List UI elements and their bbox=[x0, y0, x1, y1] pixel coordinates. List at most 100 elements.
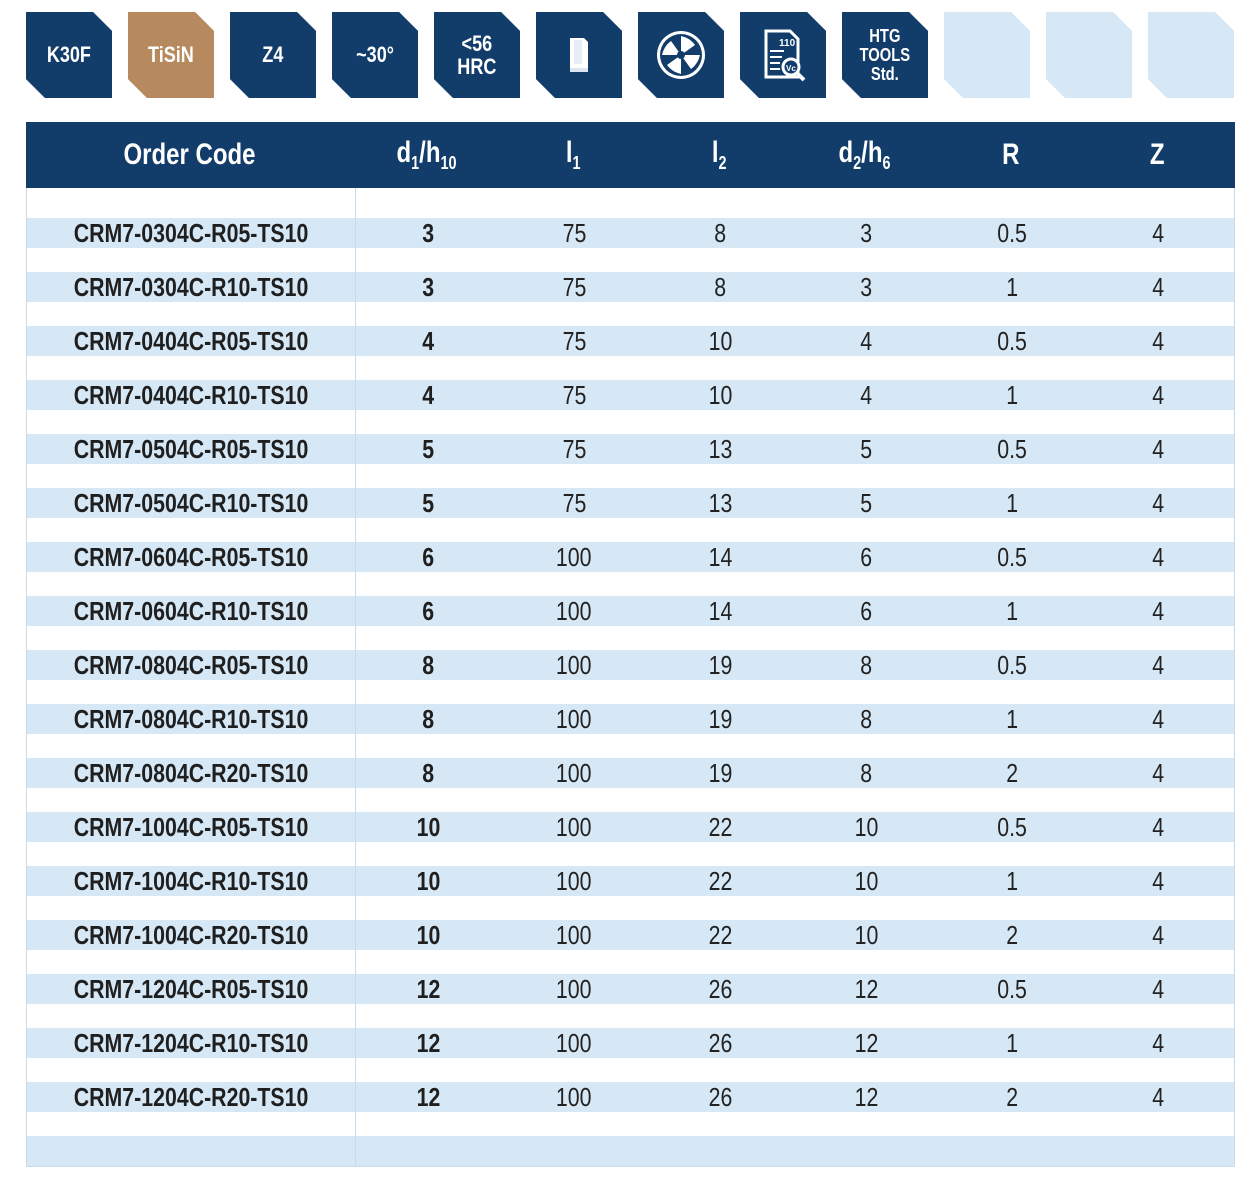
d1-cell: 10 bbox=[416, 920, 440, 950]
l1-cell: 100 bbox=[556, 1028, 592, 1058]
grade-label: K30F bbox=[46, 42, 92, 67]
order-code-cell: CRM7-0604C-R05-TS10 bbox=[73, 542, 309, 572]
table-header: Order Code d1/h10 l1 l2 d2/h6 R Z bbox=[26, 122, 1235, 188]
l1-cell: 75 bbox=[562, 380, 586, 410]
z-cell: 4 bbox=[1152, 542, 1164, 572]
order-code-cell: CRM7-0404C-R10-TS10 bbox=[73, 380, 309, 410]
d2-cell: 10 bbox=[854, 812, 878, 842]
d1-cell: 12 bbox=[416, 1082, 440, 1112]
d2-cell: 5 bbox=[860, 434, 872, 464]
l1-cell: 100 bbox=[556, 758, 592, 788]
header-l2: l2 bbox=[711, 136, 727, 173]
header-order-code: Order Code bbox=[123, 138, 257, 171]
z-cell: 4 bbox=[1152, 272, 1164, 302]
empty-badge bbox=[944, 12, 1030, 98]
table-footer-band bbox=[27, 1136, 1234, 1166]
flutes-label: Z4 bbox=[262, 42, 284, 67]
table-row: CRM7-0404C-R05-TS10 4 75 10 4 0.5 4 bbox=[27, 296, 1234, 356]
r-cell: 0.5 bbox=[997, 974, 1027, 1004]
row-band bbox=[27, 218, 1234, 248]
r-cell: 1 bbox=[1006, 488, 1018, 518]
table-row: CRM7-0504C-R10-TS10 5 75 13 5 1 4 bbox=[27, 458, 1234, 518]
r-cell: 1 bbox=[1006, 596, 1018, 626]
d1-cell: 5 bbox=[422, 434, 434, 464]
l1-cell: 100 bbox=[556, 974, 592, 1004]
row-band bbox=[27, 596, 1234, 626]
z-cell: 4 bbox=[1152, 704, 1164, 734]
r-cell: 0.5 bbox=[997, 812, 1027, 842]
table-row: CRM7-0304C-R10-TS10 3 75 8 3 1 4 bbox=[27, 242, 1234, 302]
d1-cell: 5 bbox=[422, 488, 434, 518]
order-code-cell: CRM7-0804C-R10-TS10 bbox=[73, 704, 309, 734]
r-cell: 0.5 bbox=[997, 218, 1027, 248]
cutting-speed-value: 110 bbox=[779, 38, 796, 49]
d1-cell: 4 bbox=[422, 380, 434, 410]
z-cell: 4 bbox=[1152, 434, 1164, 464]
l2-cell: 13 bbox=[708, 488, 732, 518]
z-cell: 4 bbox=[1152, 1082, 1164, 1112]
d2-cell: 5 bbox=[860, 488, 872, 518]
row-band bbox=[27, 650, 1234, 680]
d2-cell: 4 bbox=[860, 380, 872, 410]
d2-cell: 12 bbox=[854, 974, 878, 1004]
order-code-cell: CRM7-1004C-R10-TS10 bbox=[73, 866, 309, 896]
row-band bbox=[27, 542, 1234, 572]
order-code-cell: CRM7-1204C-R10-TS10 bbox=[73, 1028, 309, 1058]
l1-cell: 100 bbox=[556, 1082, 592, 1112]
d1-cell: 3 bbox=[422, 272, 434, 302]
r-cell: 1 bbox=[1006, 866, 1018, 896]
row-band bbox=[27, 380, 1234, 410]
d1-cell: 12 bbox=[416, 1028, 440, 1058]
l2-cell: 14 bbox=[708, 596, 732, 626]
order-code-cell: CRM7-0304C-R10-TS10 bbox=[73, 272, 309, 302]
header-l1: l1 bbox=[565, 136, 581, 173]
cutting-data-document-icon: 110 Vc bbox=[764, 29, 806, 82]
table-row: CRM7-1204C-R20-TS10 12 100 26 12 2 4 bbox=[27, 1052, 1234, 1112]
order-code-cell: CRM7-1004C-R05-TS10 bbox=[73, 812, 309, 842]
r-cell: 0.5 bbox=[997, 542, 1027, 572]
row-band bbox=[27, 1028, 1234, 1058]
d1-cell: 8 bbox=[422, 650, 434, 680]
d1-cell: 3 bbox=[422, 218, 434, 248]
cutting-data-badge: 110 Vc bbox=[740, 12, 826, 98]
empty-badge bbox=[1046, 12, 1132, 98]
l2-cell: 22 bbox=[708, 812, 732, 842]
table-body: CRM7-0304C-R05-TS10 3 75 8 3 0.5 4 CRM7-0304C-R… bbox=[27, 188, 1234, 1112]
d1-cell: 6 bbox=[422, 596, 434, 626]
l1-cell: 100 bbox=[556, 812, 592, 842]
table-row: CRM7-0604C-R10-TS10 6 100 14 6 1 4 bbox=[27, 566, 1234, 626]
z-cell: 4 bbox=[1152, 596, 1164, 626]
l2-cell: 26 bbox=[708, 1028, 732, 1058]
l2-cell: 8 bbox=[714, 218, 726, 248]
coating-badge: TiSiN bbox=[128, 12, 214, 98]
header-r: R bbox=[1002, 138, 1020, 171]
d2-cell: 12 bbox=[854, 1082, 878, 1112]
table-row: CRM7-1004C-R10-TS10 10 100 22 10 1 4 bbox=[27, 836, 1234, 896]
order-code-cell: CRM7-1204C-R05-TS10 bbox=[73, 974, 309, 1004]
shank-cylinder-icon bbox=[570, 38, 588, 72]
l1-cell: 100 bbox=[556, 866, 592, 896]
z-cell: 4 bbox=[1152, 812, 1164, 842]
table-row: CRM7-0604C-R05-TS10 6 100 14 6 0.5 4 bbox=[27, 512, 1234, 572]
row-band bbox=[27, 866, 1234, 896]
r-cell: 1 bbox=[1006, 380, 1018, 410]
table-row: CRM7-1204C-R05-TS10 12 100 26 12 0.5 4 bbox=[27, 944, 1234, 1004]
l2-cell: 19 bbox=[708, 704, 732, 734]
column-divider bbox=[355, 188, 356, 1166]
flutes-badge: Z4 bbox=[230, 12, 316, 98]
r-cell: 2 bbox=[1006, 920, 1018, 950]
shank-badge bbox=[536, 12, 622, 98]
d2-cell: 10 bbox=[854, 920, 878, 950]
cross-section-badge bbox=[638, 12, 724, 98]
row-band bbox=[27, 758, 1234, 788]
standard-line1: HTG bbox=[869, 25, 901, 46]
cutting-speed-unit: Vc bbox=[786, 64, 796, 73]
hardness-badge: <56 HRC bbox=[434, 12, 520, 98]
order-code-cell: CRM7-1004C-R20-TS10 bbox=[73, 920, 309, 950]
d1-cell: 12 bbox=[416, 974, 440, 1004]
d2-cell: 12 bbox=[854, 1028, 878, 1058]
z-cell: 4 bbox=[1152, 326, 1164, 356]
row-band bbox=[27, 812, 1234, 842]
l2-cell: 19 bbox=[708, 650, 732, 680]
coating-label: TiSiN bbox=[148, 42, 194, 67]
